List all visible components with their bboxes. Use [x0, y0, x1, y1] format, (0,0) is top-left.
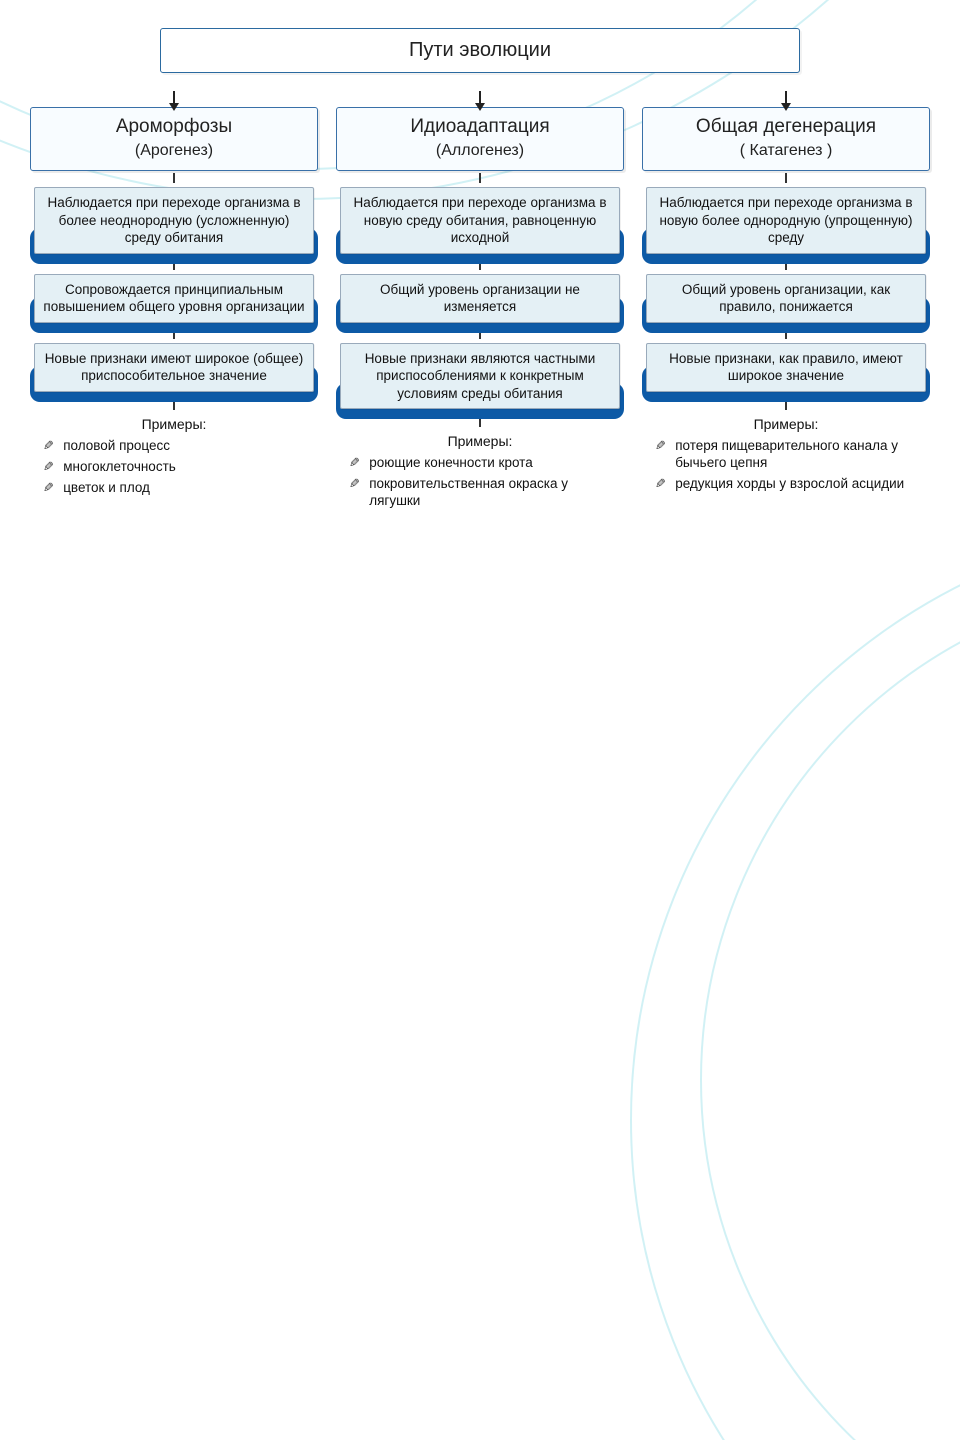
column-degeneration: Общая дегенерация ( Катагенез ) Наблюдае… [642, 91, 930, 514]
example-item: многоклеточность [43, 459, 311, 476]
header-sub: (Аллогенез) [436, 142, 524, 159]
info-box-3: Новые признаки имеют широкое (общее) при… [34, 343, 313, 392]
info-box-1: Наблюдается при переходе организма в нов… [340, 187, 619, 254]
column-aromorphosis: Ароморфозы (Арогенез) Наблюдается при пе… [30, 91, 318, 514]
columns-container: Ароморфозы (Арогенез) Наблюдается при пе… [30, 91, 930, 514]
header-sub: (Арогенез) [135, 142, 213, 159]
info-box-3: Новые признаки являются частными приспос… [340, 343, 619, 410]
column-header: Общая дегенерация ( Катагенез ) [642, 107, 930, 171]
example-item: роющие конечности крота [349, 455, 617, 472]
diagram-root: Пути эволюции Ароморфозы (Арогенез) Набл… [0, 0, 960, 514]
info-box-1: Наблюдается при переходе организма в нов… [646, 187, 925, 254]
header-sub: ( Катагенез ) [740, 142, 833, 159]
connector-line [173, 173, 175, 183]
arrow-icon [173, 91, 175, 105]
header-main: Общая дегенерация [649, 116, 923, 138]
info-box-2: Общий уровень организации не изменяется [340, 274, 619, 323]
example-item: половой процесс [43, 438, 311, 455]
info-box-1: Наблюдается при переходе организма в бол… [34, 187, 313, 254]
diagram-title: Пути эволюции [160, 28, 800, 73]
arrow-icon [785, 91, 787, 105]
connector-line [785, 173, 787, 183]
connector-line [479, 173, 481, 183]
examples-block: Примеры: половой процесс многоклеточност… [37, 416, 311, 501]
examples-header: Примеры: [37, 416, 311, 432]
column-header: Идиоадаптация (Аллогенез) [336, 107, 624, 171]
example-item: редукция хорды у взрослой асцидии [655, 476, 923, 493]
example-item: потеря пищеварительного канала у бычьего… [655, 438, 923, 472]
column-idioadaptation: Идиоадаптация (Аллогенез) Наблюдается пр… [336, 91, 624, 514]
info-box-3: Новые признаки, как правило, имеют широк… [646, 343, 925, 392]
header-main: Идиоадаптация [343, 116, 617, 138]
info-box-2: Общий уровень организации, как правило, … [646, 274, 925, 323]
info-box-2: Сопровождается принципиальным повышением… [34, 274, 313, 323]
examples-header: Примеры: [343, 433, 617, 449]
column-header: Ароморфозы (Арогенез) [30, 107, 318, 171]
examples-header: Примеры: [649, 416, 923, 432]
arrow-icon [479, 91, 481, 105]
examples-block: Примеры: роющие конечности крота покрови… [343, 433, 617, 514]
example-item: покровительственная окраска у лягушки [349, 476, 617, 510]
header-main: Ароморфозы [37, 116, 311, 138]
examples-block: Примеры: потеря пищеварительного канала … [649, 416, 923, 497]
example-item: цветок и плод [43, 480, 311, 497]
